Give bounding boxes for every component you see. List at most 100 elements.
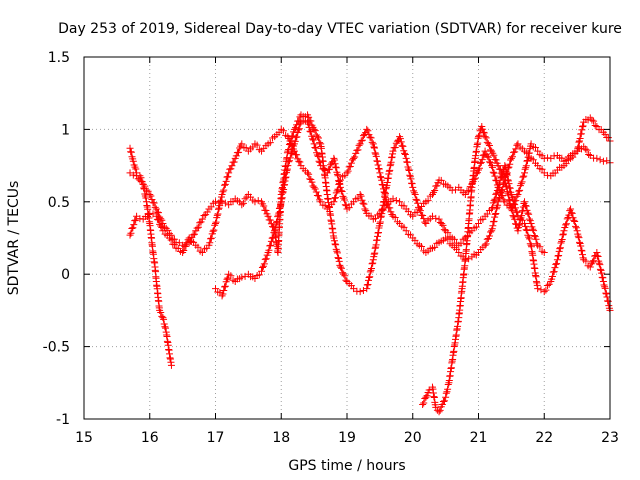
data-point — [241, 195, 249, 203]
data-point — [501, 163, 509, 171]
data-point — [407, 175, 415, 183]
data-point — [411, 191, 419, 199]
data-point — [365, 274, 373, 282]
data-point — [268, 234, 276, 242]
data-point — [509, 212, 517, 220]
x-tick-label: 16 — [141, 430, 159, 446]
data-point — [514, 227, 522, 235]
data-point — [522, 226, 530, 234]
data-point — [506, 160, 514, 168]
data-point — [479, 125, 487, 133]
data-point — [604, 297, 612, 305]
data-point — [357, 192, 365, 200]
data-point — [415, 203, 423, 211]
data-point — [549, 268, 557, 276]
data-point — [536, 243, 544, 251]
data-point — [596, 265, 604, 273]
data-point — [521, 198, 529, 206]
data-point — [582, 257, 590, 265]
data-point — [540, 154, 548, 162]
data-point — [129, 157, 137, 165]
data-point — [190, 230, 198, 238]
data-point — [308, 178, 316, 186]
data-point — [295, 157, 303, 165]
data-point — [274, 213, 282, 221]
data-point — [213, 211, 221, 219]
data-point — [310, 140, 318, 148]
data-point — [562, 220, 570, 228]
data-point — [492, 156, 500, 164]
data-point — [524, 156, 532, 164]
data-point — [520, 172, 528, 180]
data-point — [558, 235, 566, 243]
x-tick-label: 22 — [535, 430, 553, 446]
data-point — [508, 207, 516, 215]
data-point — [530, 227, 538, 235]
data-point — [406, 171, 414, 179]
data-point — [366, 273, 374, 281]
data-point — [203, 208, 211, 216]
data-point — [129, 224, 137, 232]
data-point — [571, 217, 579, 225]
data-point — [363, 125, 371, 133]
data-point — [338, 264, 346, 272]
data-point — [567, 205, 575, 213]
data-point — [593, 154, 601, 162]
data-point — [409, 212, 417, 220]
data-point — [129, 171, 137, 179]
data-point — [315, 134, 323, 142]
data-point — [332, 241, 340, 249]
data-point — [194, 243, 202, 251]
data-point — [276, 204, 284, 212]
data-point — [491, 210, 499, 218]
data-point — [490, 197, 498, 205]
data-point — [579, 251, 587, 259]
data-point — [559, 231, 567, 239]
data-point — [457, 239, 465, 247]
data-point — [585, 150, 593, 158]
data-point — [354, 146, 362, 154]
data-point — [604, 134, 612, 142]
data-point — [350, 154, 358, 162]
data-point — [211, 221, 219, 229]
data-point — [475, 220, 482, 228]
data-point — [127, 148, 135, 156]
data-point — [158, 312, 166, 320]
data-point — [266, 242, 274, 250]
data-point — [304, 169, 312, 177]
data-point — [495, 194, 503, 202]
data-point — [444, 229, 452, 237]
data-point — [153, 215, 161, 223]
data-point — [368, 260, 376, 268]
data-point — [130, 221, 138, 229]
data-point — [509, 195, 517, 203]
data-point — [581, 145, 589, 153]
data-point — [544, 281, 552, 289]
data-point — [562, 221, 570, 229]
data-point — [560, 227, 568, 235]
data-point — [540, 288, 548, 296]
data-point — [265, 246, 273, 254]
data-point — [578, 126, 586, 134]
data-point — [182, 242, 190, 250]
data-point — [155, 216, 163, 224]
data-point — [356, 191, 364, 199]
data-point — [261, 255, 269, 263]
data-point — [586, 263, 594, 271]
data-point — [355, 141, 363, 149]
data-point — [534, 285, 542, 293]
data-point — [556, 245, 564, 253]
data-point — [408, 180, 416, 188]
data-point — [235, 148, 243, 156]
data-point — [488, 204, 496, 212]
data-point — [475, 133, 482, 141]
data-point — [370, 144, 378, 152]
data-point — [308, 135, 316, 143]
data-point — [399, 142, 407, 150]
data-point — [136, 176, 144, 184]
data-point — [511, 201, 519, 209]
data-point — [522, 202, 530, 210]
data-point — [313, 151, 321, 159]
data-point — [331, 194, 339, 202]
